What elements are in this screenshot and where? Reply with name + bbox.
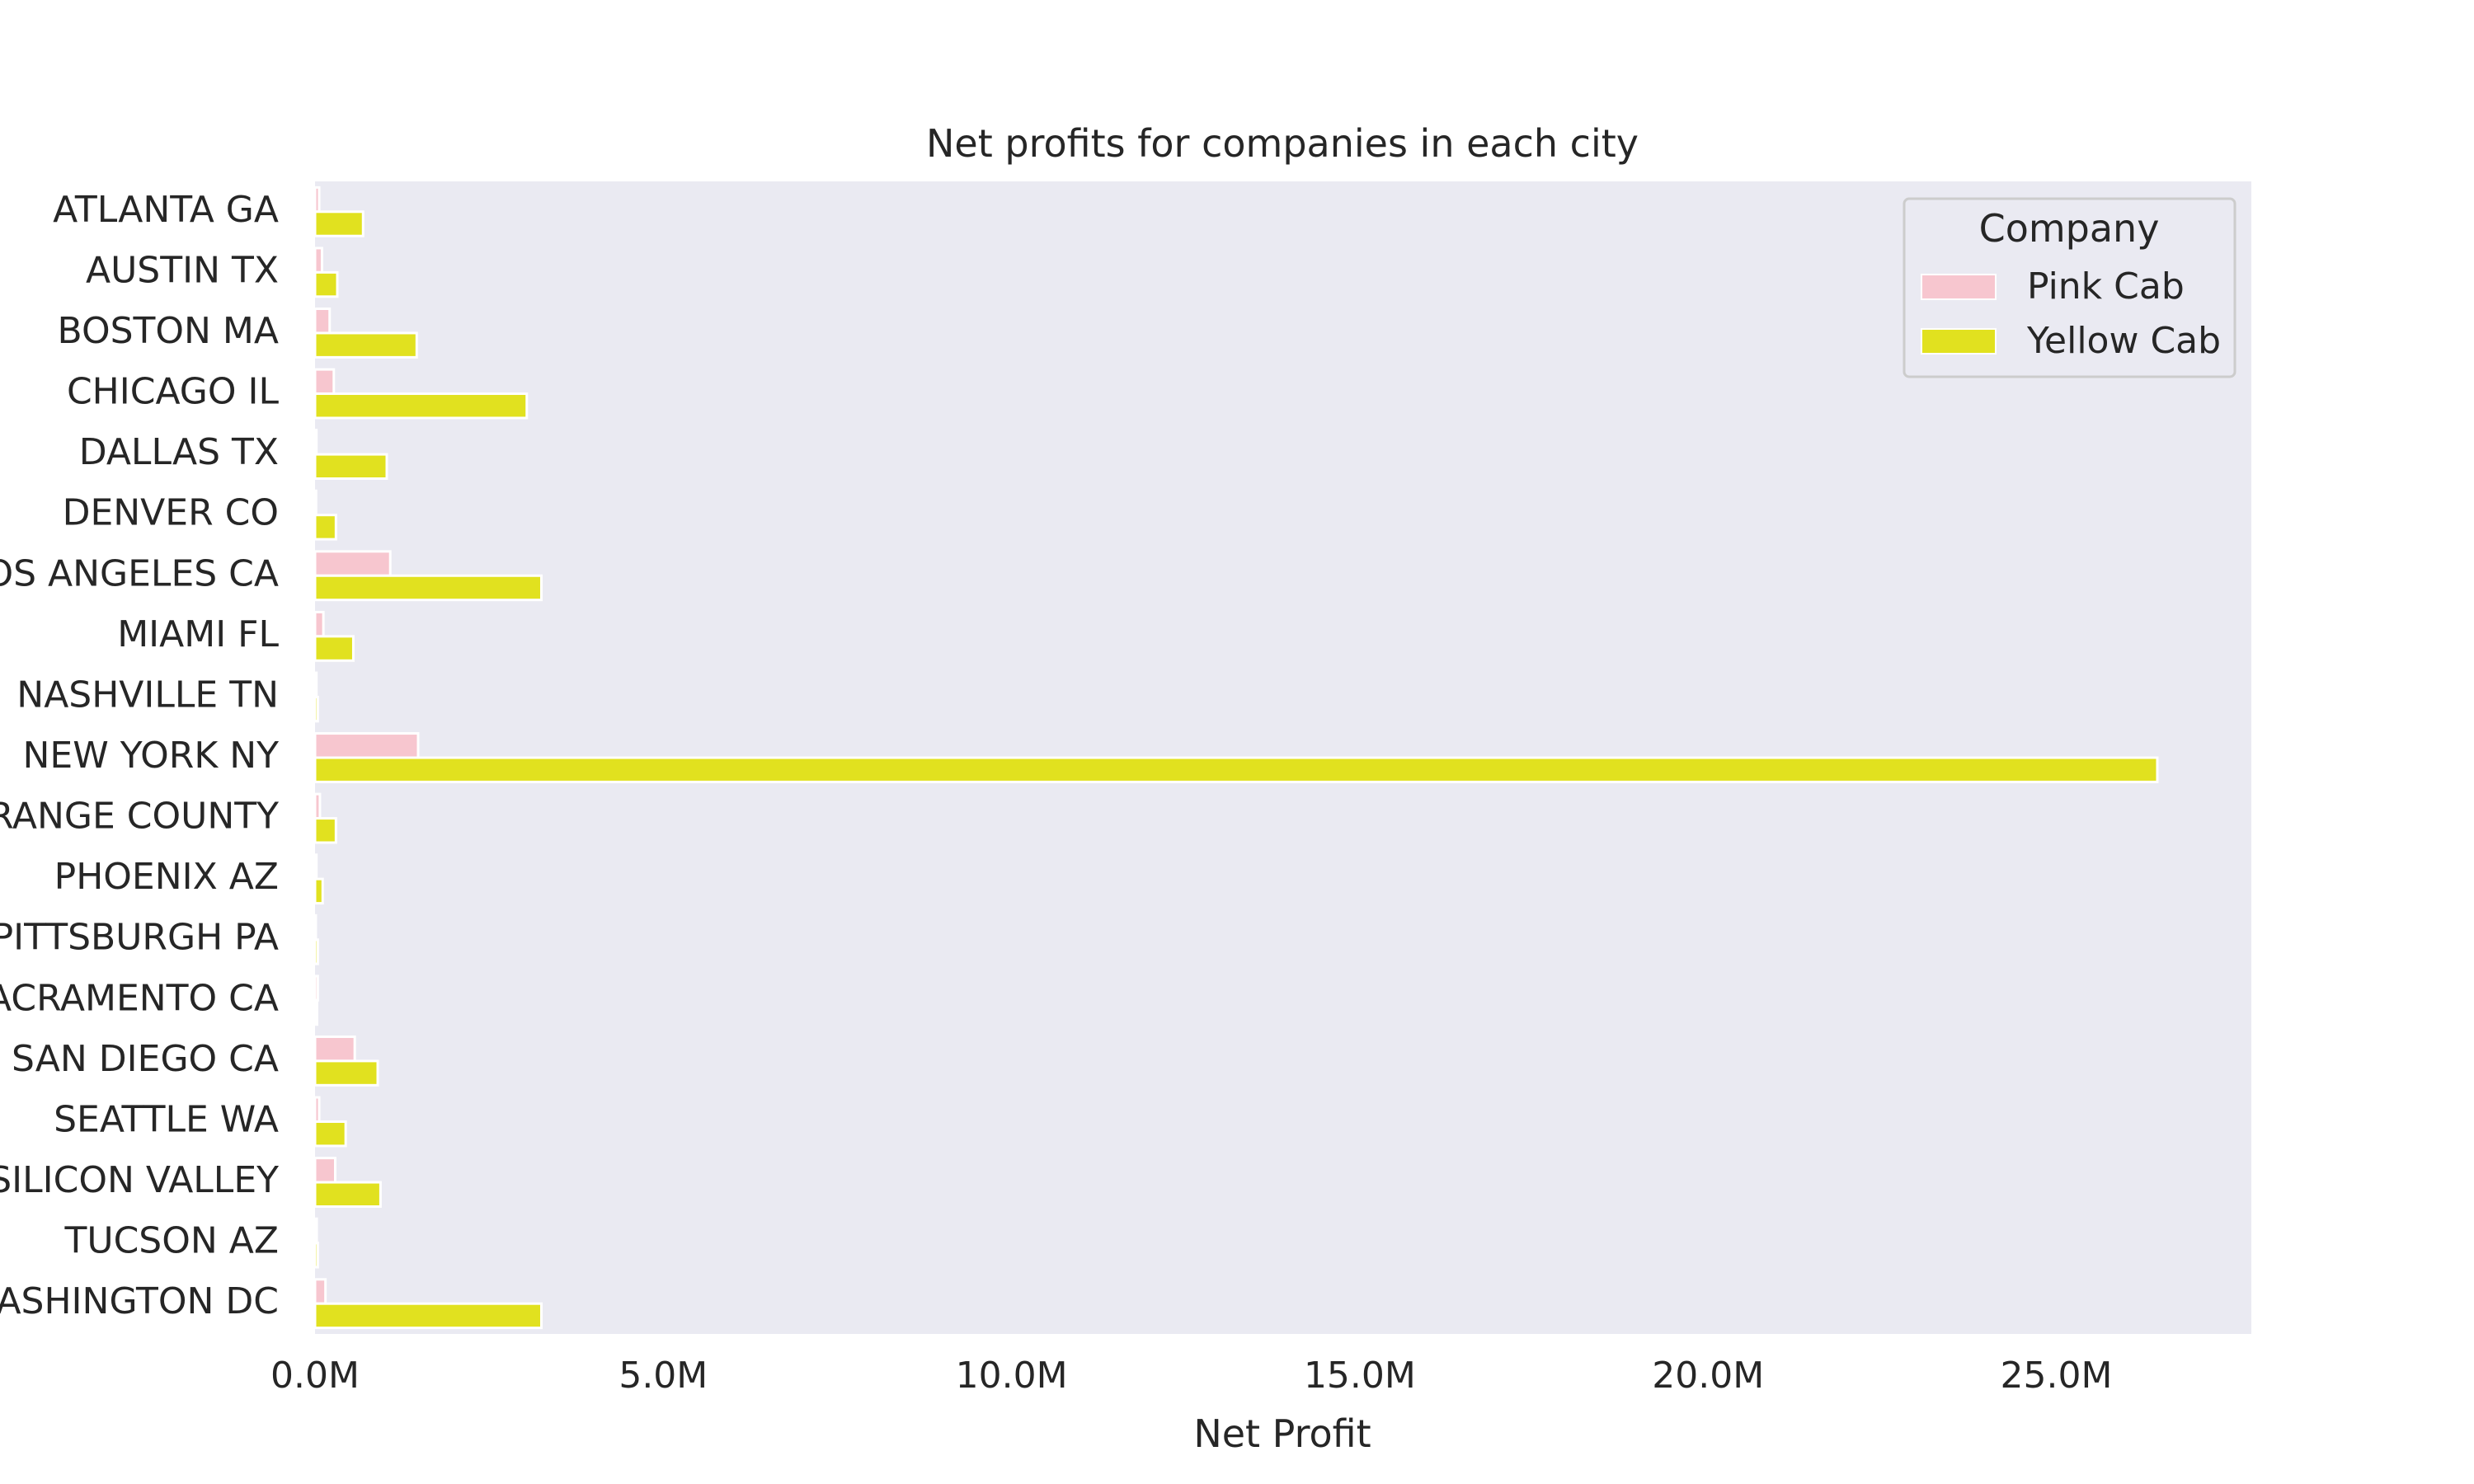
legend-title: Company [1979,206,2160,251]
y-tick-label: PITTSBURGH PA [0,917,279,959]
bar-pink-cab-orange-county [313,792,322,820]
y-tick-label: SACRAMENTO CA [0,977,279,1019]
chart-title: Net profits for companies in each city [926,121,1639,166]
bar-yellow-cab-dallas-tx [313,453,388,481]
x-tick-label: 20.0M [1652,1355,1764,1397]
bar-pink-cab-chicago-il [313,368,336,396]
bar-yellow-cab-los-angeles-ca [313,574,543,602]
bar-pink-cab-new-york-ny [313,732,420,759]
bar-pink-cab-san-diego-ca [313,1035,356,1063]
bar-pink-cab-silicon-valley [313,1157,336,1184]
bar-yellow-cab-atlanta-ga [313,210,365,237]
x-tick-label: 0.0M [270,1355,360,1397]
bar-yellow-cab-san-diego-ca [313,1059,379,1087]
bar-pink-cab-atlanta-ga [313,186,321,214]
bar-yellow-cab-chicago-il [313,392,529,420]
bar-yellow-cab-washington-dc [313,1302,543,1330]
y-tick-label: CHICAGO IL [67,371,280,413]
y-tick-label: NASHVILLE TN [16,674,279,716]
bar-pink-cab-phoenix-az [313,853,318,881]
bar-pink-cab-nashville-tn [313,671,318,698]
y-tick-label: SILICON VALLEY [0,1159,279,1201]
x-tick-label: 25.0M [2001,1355,2113,1397]
y-tick-label: SAN DIEGO CA [12,1038,279,1080]
bar-pink-cab-boston-ma [313,308,332,335]
bar-yellow-cab-silicon-valley [313,1181,382,1208]
bar-pink-cab-los-angeles-ca [313,550,392,577]
y-tick-label: NEW YORK NY [22,735,279,777]
bar-yellow-cab-phoenix-az [313,877,324,905]
bars-layer [313,186,2159,1330]
y-tick-labels: ATLANTA GA AUSTIN TX BOSTON MA CHICAGO IL DA… [0,189,279,1322]
x-tick-label: 15.0M [1304,1355,1416,1397]
x-axis-label: Net Profit [1193,1411,1371,1456]
bar-yellow-cab-new-york-ny [313,756,2159,783]
bar-pink-cab-austin-tx [313,247,323,274]
legend-swatch-yellow-cab [1921,328,1997,355]
bar-yellow-cab-denver-co [313,514,337,541]
y-tick-label: BOSTON MA [58,310,279,352]
bar-yellow-cab-nashville-tn [313,695,319,723]
y-tick-label: ATLANTA GA [53,189,279,231]
y-tick-label: AUSTIN TX [86,249,279,291]
bar-yellow-cab-boston-ma [313,331,418,359]
y-tick-label: ORANGE COUNTY [0,796,279,838]
bar-pink-cab-miami-fl [313,610,325,638]
legend-label-pink-cab: Pink Cab [2027,265,2185,308]
bar-yellow-cab-tucson-az [313,1242,319,1269]
bar-yellow-cab-sacramento-ca [313,998,319,1026]
legend: Company Pink Cab Yellow Cab [1903,197,2236,378]
bar-yellow-cab-miami-fl [313,635,355,662]
bar-yellow-cab-austin-tx [313,270,339,298]
y-tick-label: LOS ANGELES CA [0,552,279,594]
bar-pink-cab-pittsburgh-pa [313,913,317,942]
y-tick-label: WASHINGTON DC [0,1280,279,1322]
bar-yellow-cab-seattle-wa [313,1120,347,1148]
bar-yellow-cab-pittsburgh-pa [313,938,319,965]
y-tick-label: TUCSON AZ [63,1220,279,1262]
x-tick-label: 5.0M [618,1355,708,1397]
bar-pink-cab-seattle-wa [313,1096,321,1123]
bar-pink-cab-dallas-tx [313,429,318,456]
y-tick-label: PHOENIX AZ [54,856,279,898]
y-tick-label: DALLAS TX [79,431,279,473]
y-tick-label: MIAMI FL [117,613,279,655]
legend-label-yellow-cab: Yellow Cab [2026,320,2221,362]
bar-pink-cab-tucson-az [313,1217,318,1245]
y-tick-label: SEATTLE WA [54,1098,279,1140]
y-tick-label: DENVER CO [63,492,279,534]
x-tick-label: 10.0M [956,1355,1068,1397]
bar-pink-cab-washington-dc [313,1278,327,1305]
legend-swatch-pink-cab [1921,274,1997,300]
x-tick-labels: 0.0M 5.0M 10.0M 15.0M 20.0M 25.0M [270,1355,2112,1397]
bar-pink-cab-sacramento-ca [313,974,319,1002]
bar-pink-cab-denver-co [313,489,317,517]
bar-yellow-cab-orange-county [313,817,337,844]
